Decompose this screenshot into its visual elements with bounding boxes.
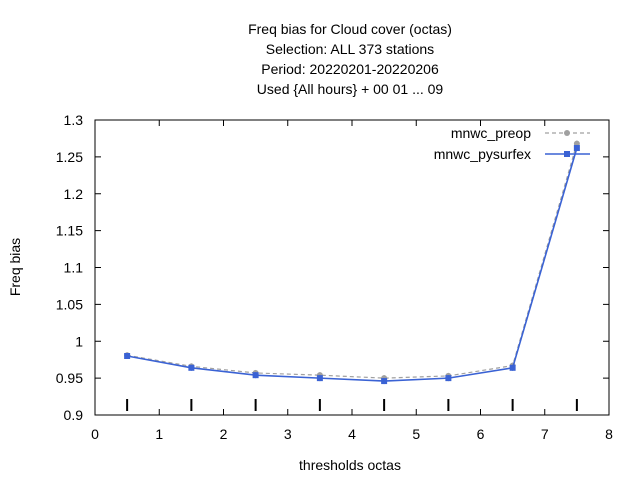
data-point: [573, 145, 580, 152]
x-tick-label: 2: [220, 426, 228, 442]
title-line-3: Period: 20220201-20220206: [261, 61, 439, 77]
x-tick-label: 5: [412, 426, 420, 442]
legend-entry: mnwc_preop: [451, 125, 590, 141]
x-tick-label: 7: [541, 426, 549, 442]
series-mnwc_pysurfex: [124, 145, 580, 385]
y-tick-label: 0.95: [56, 370, 83, 386]
x-axis: 0 1 2 3 4 5 6 7 8: [91, 120, 613, 442]
y-axis: 0.9 0.95 1 1.05 1.1 1.15 1.2 1.25 1.3: [56, 112, 609, 423]
series-layer: [124, 140, 580, 385]
y-tick-label: 1.3: [64, 112, 84, 128]
x-tick-label: 0: [91, 426, 99, 442]
x-tick-label: 6: [477, 426, 485, 442]
title-line-1: Freq bias for Cloud cover (octas): [248, 21, 452, 37]
legend-marker: [564, 151, 570, 157]
data-point: [316, 375, 323, 382]
y-tick-label: 1.2: [64, 186, 84, 202]
y-tick-label: 0.9: [64, 407, 84, 423]
legend-marker: [564, 130, 570, 136]
legend: mnwc_preop mnwc_pysurfex: [434, 125, 590, 162]
y-tick-label: 1.05: [56, 296, 83, 312]
y-tick-label: 1.25: [56, 149, 83, 165]
x-axis-label: thresholds octas: [299, 457, 401, 473]
chart-title: Freq bias for Cloud cover (octas) Select…: [248, 21, 452, 97]
title-line-2: Selection: ALL 373 stations: [266, 41, 434, 57]
y-tick-label: 1.15: [56, 223, 83, 239]
series-mnwc_preop: [124, 140, 580, 382]
data-point: [509, 364, 516, 371]
title-line-4: Used {All hours} + 00 01 ... 09: [257, 81, 444, 97]
x-tick-label: 4: [348, 426, 356, 442]
data-point: [445, 375, 452, 382]
data-point: [188, 364, 195, 371]
x-tick-label: 3: [284, 426, 292, 442]
y-tick-label: 1.1: [64, 260, 84, 276]
data-point: [252, 372, 259, 379]
x-tick-label: 8: [605, 426, 613, 442]
legend-entry: mnwc_pysurfex: [434, 146, 590, 162]
y-tick-label: 1: [75, 333, 83, 349]
data-point: [381, 378, 388, 385]
data-point: [124, 353, 131, 359]
threshold-markers: [126, 399, 578, 411]
legend-label: mnwc_pysurfex: [434, 146, 531, 162]
series-line: [127, 143, 578, 379]
legend-label: mnwc_preop: [451, 125, 531, 141]
y-axis-label: Freq bias: [7, 238, 23, 296]
series-line: [126, 147, 578, 382]
plot-frame: [94, 119, 610, 416]
x-tick-label: 1: [155, 426, 163, 442]
